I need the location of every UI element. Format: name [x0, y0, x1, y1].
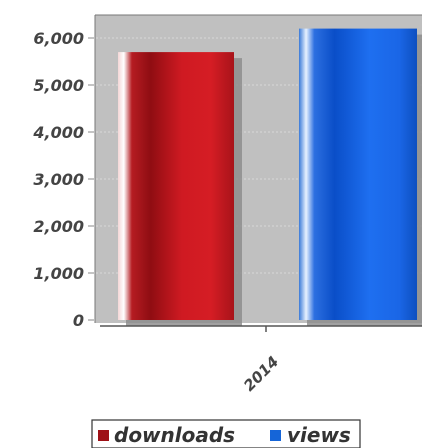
- bar-layer: [118, 28, 422, 326]
- legend-label-views: views: [287, 423, 351, 447]
- y-tick-label: 2,000: [33, 217, 84, 236]
- y-tick-label: 4,000: [32, 123, 84, 142]
- y-tick-label: 6,000: [33, 29, 84, 48]
- legend-swatch-views: [270, 430, 281, 441]
- y-tick-layer: 0 1,000 2,000 3,000 4,000 5,000 6,000: [32, 29, 94, 330]
- legend-label-downloads: downloads: [114, 423, 235, 447]
- y-tick-label: 3,000: [33, 170, 84, 189]
- y-tick-label: 1,000: [33, 264, 84, 283]
- legend: downloads views: [91, 419, 361, 448]
- y-tick-label: 5,000: [33, 76, 84, 95]
- bar-views: [299, 28, 417, 320]
- legend-box: [91, 419, 361, 448]
- bar-downloads: [118, 52, 234, 320]
- legend-swatch-downloads: [98, 430, 109, 441]
- x-tick-label: 2014: [240, 353, 282, 395]
- y-tick-label: 0: [73, 311, 84, 330]
